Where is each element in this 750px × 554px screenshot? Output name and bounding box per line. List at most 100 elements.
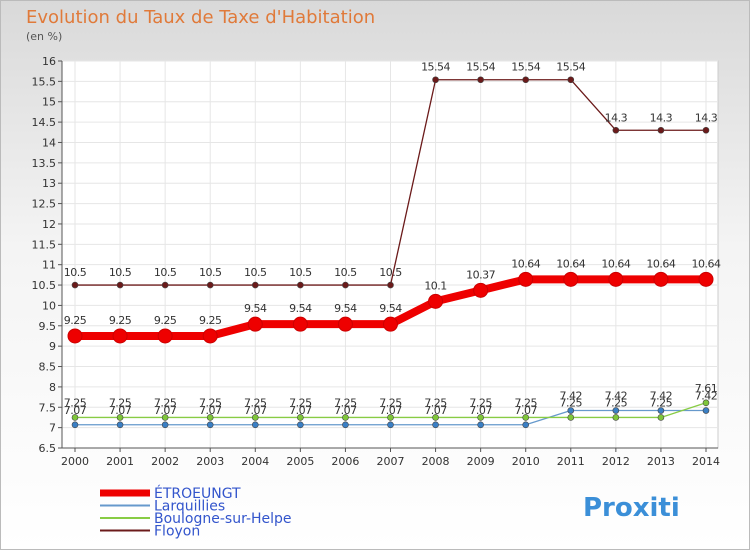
data-point--troeungt	[337, 316, 353, 332]
data-point-floyon	[71, 281, 79, 289]
x-tick-label: 2011	[557, 455, 585, 468]
x-tick-label: 2008	[422, 455, 450, 468]
data-label-boulogne-sur-helpe: 7.25	[109, 396, 132, 409]
chart-subtitle: (en %)	[26, 30, 62, 43]
data-point-larquillies	[251, 421, 259, 429]
y-tick-label: 11	[42, 259, 56, 272]
data-label--troeungt: 10.64	[556, 257, 585, 270]
y-tick-label: 10	[42, 299, 56, 312]
data-label-boulogne-sur-helpe: 7.25	[244, 396, 267, 409]
x-tick-label: 2006	[331, 455, 359, 468]
data-point-larquillies	[116, 421, 124, 429]
data-point-larquillies	[522, 421, 530, 429]
y-tick-label: 7.5	[39, 401, 57, 414]
data-point-floyon	[522, 76, 530, 84]
data-point-boulogne-sur-helpe	[612, 414, 620, 421]
data-label-larquillies: 7.07	[424, 404, 447, 417]
data-label-larquillies: 7.07	[244, 404, 267, 417]
y-tick-label: 8	[49, 381, 56, 394]
y-tick-label: 9.5	[39, 320, 57, 333]
data-label--troeungt: 9.54	[379, 302, 402, 315]
data-label--troeungt: 9.54	[244, 302, 267, 315]
data-point-larquillies	[657, 407, 665, 414]
data-label--troeungt: 9.25	[154, 314, 177, 327]
data-label-boulogne-sur-helpe: 7.25	[424, 396, 447, 409]
data-label-floyon: 10.5	[109, 266, 132, 279]
data-point-floyon	[161, 281, 169, 289]
data-point--troeungt	[202, 328, 218, 344]
data-label-boulogne-sur-helpe: 7.25	[650, 396, 673, 409]
data-label-larquillies: 7.07	[514, 404, 537, 417]
data-point-larquillies	[702, 407, 710, 414]
data-point-floyon	[567, 76, 575, 84]
logo-text: Proxiti	[583, 493, 680, 523]
x-tick-label: 2007	[377, 455, 405, 468]
data-label-boulogne-sur-helpe: 7.25	[379, 396, 402, 409]
y-tick-label: 15.5	[32, 75, 57, 88]
data-point-boulogne-sur-helpe	[387, 414, 394, 421]
data-label-larquillies: 7.42	[605, 390, 628, 403]
data-label-floyon: 10.5	[289, 266, 312, 279]
data-point-boulogne-sur-helpe	[251, 414, 259, 421]
data-label-boulogne-sur-helpe: 7.25	[289, 396, 312, 409]
data-label-boulogne-sur-helpe: 7.25	[514, 396, 537, 409]
data-label--troeungt: 9.25	[64, 314, 87, 327]
data-point-larquillies	[387, 421, 394, 429]
data-label-larquillies: 7.07	[154, 404, 177, 417]
data-label-floyon: 10.5	[199, 266, 222, 279]
data-label-boulogne-sur-helpe: 7.25	[334, 396, 357, 409]
y-tick-label: 11.5	[32, 238, 57, 251]
data-point--troeungt	[653, 271, 669, 287]
data-point-boulogne-sur-helpe	[702, 399, 710, 407]
x-tick-label: 2004	[241, 455, 269, 468]
data-point--troeungt	[563, 271, 579, 287]
legend-label-boulogne-sur-helpe: Boulogne-sur-Helpe	[154, 511, 292, 527]
data-point-larquillies	[71, 421, 79, 429]
x-tick-label: 2003	[196, 455, 224, 468]
y-tick-label: 8.5	[39, 361, 57, 374]
data-point-floyon	[387, 281, 394, 289]
data-point-floyon	[612, 126, 620, 134]
data-point--troeungt	[247, 316, 263, 332]
data-label-larquillies: 7.07	[64, 404, 87, 417]
data-label--troeungt: 10.64	[511, 257, 540, 270]
data-label--troeungt: 10.37	[466, 268, 495, 281]
data-label-floyon: 14.3	[605, 111, 628, 124]
data-point-boulogne-sur-helpe	[567, 414, 575, 421]
x-tick-label: 2014	[692, 455, 720, 468]
data-label-floyon: 10.5	[64, 266, 87, 279]
data-label-floyon: 15.54	[421, 61, 450, 74]
y-tick-label: 13	[42, 177, 56, 190]
data-point-boulogne-sur-helpe	[432, 414, 439, 421]
data-point-larquillies	[477, 421, 484, 429]
data-label-floyon: 10.5	[334, 266, 357, 279]
data-label-larquillies: 7.07	[289, 404, 312, 417]
x-tick-label: 2012	[602, 455, 630, 468]
data-label--troeungt: 9.25	[199, 314, 222, 327]
data-point-boulogne-sur-helpe	[342, 414, 349, 421]
data-label-floyon: 10.5	[379, 266, 402, 279]
data-point-boulogne-sur-helpe	[657, 414, 665, 421]
x-tick-label: 2000	[61, 455, 89, 468]
y-tick-label: 14.5	[32, 116, 57, 129]
data-label-floyon: 15.54	[466, 61, 495, 74]
data-label--troeungt: 9.54	[334, 302, 357, 315]
data-point--troeungt	[518, 271, 534, 287]
data-label-boulogne-sur-helpe: 7.25	[154, 396, 177, 409]
legend: ÉTROEUNGTLarquilliesBoulogne-sur-HelpeFl…	[100, 485, 292, 540]
data-point--troeungt	[473, 282, 489, 298]
data-label-larquillies: 7.07	[469, 404, 492, 417]
data-point-floyon	[477, 76, 484, 84]
data-point-floyon	[251, 281, 259, 289]
x-tick-label: 2005	[286, 455, 314, 468]
data-label--troeungt: 10.64	[692, 257, 721, 270]
data-point-floyon	[657, 126, 665, 134]
data-point-boulogne-sur-helpe	[161, 414, 169, 421]
data-point-floyon	[432, 76, 439, 84]
data-point-boulogne-sur-helpe	[116, 414, 124, 421]
y-tick-label: 7	[49, 422, 56, 435]
x-tick-label: 2009	[467, 455, 495, 468]
data-label--troeungt: 10.64	[646, 257, 675, 270]
y-tick-label: 10.5	[32, 279, 57, 292]
